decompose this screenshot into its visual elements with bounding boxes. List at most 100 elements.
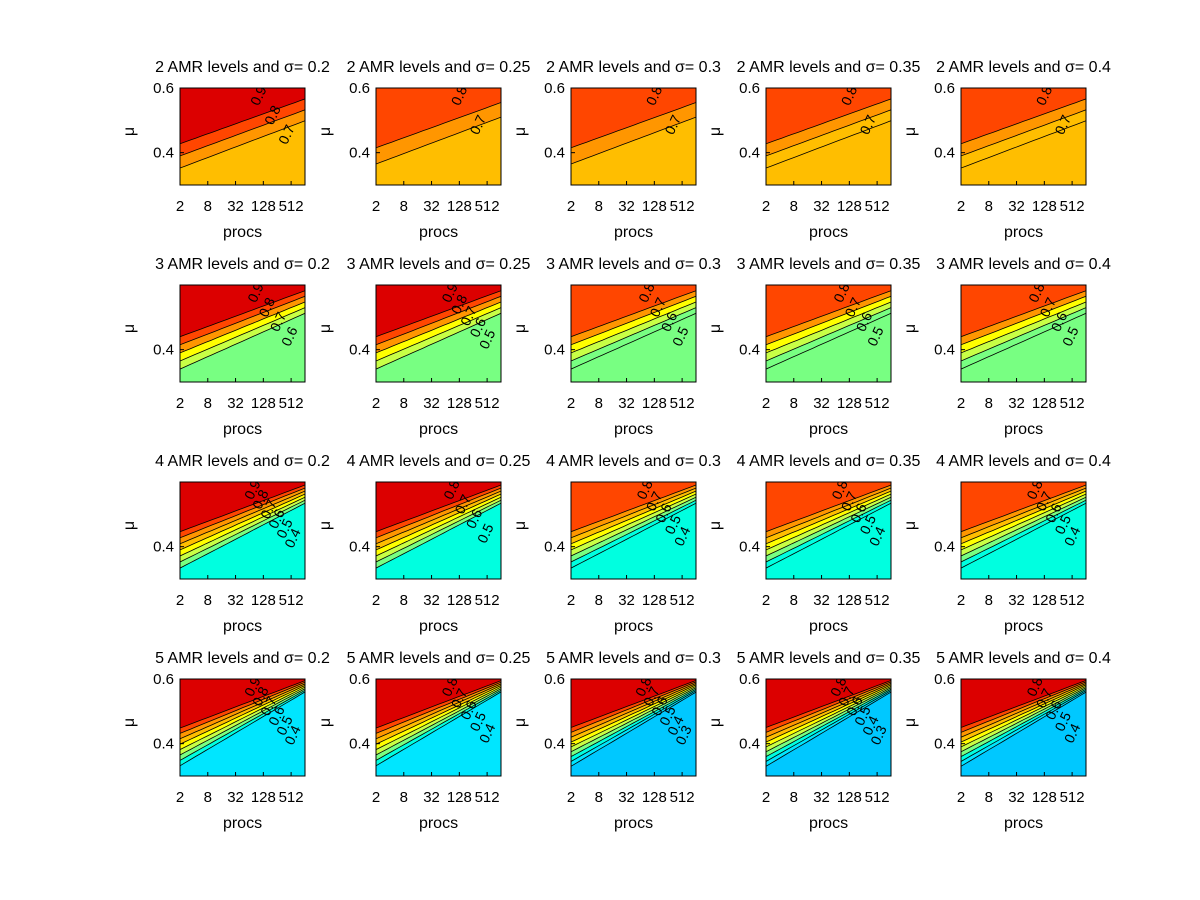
subplot-title: 2 AMR levels and σ= 0.35 <box>737 59 921 76</box>
x-axis-label: procs <box>223 815 262 832</box>
y-tick-label: 0.6 <box>544 671 565 688</box>
contour-band <box>571 503 696 579</box>
y-tick-label: 0.4 <box>739 342 760 359</box>
contour-band <box>961 485 1086 538</box>
contour-label: 0.5 <box>661 512 684 537</box>
contour-band <box>180 109 305 168</box>
contour-line <box>961 312 1086 370</box>
contour-band <box>961 307 1086 370</box>
contour-line <box>961 684 1086 743</box>
contour-line <box>376 290 501 338</box>
contour-line <box>571 496 696 557</box>
x-axis-label: procs <box>614 618 653 635</box>
contour-band <box>376 296 501 353</box>
contour-band <box>961 302 1086 361</box>
contour-line <box>961 496 1086 557</box>
x-tick-label: 8 <box>790 198 798 215</box>
contour-band <box>571 488 696 544</box>
x-tick-label: 8 <box>204 395 212 412</box>
contour-label: 0.8 <box>261 103 284 128</box>
y-tick-label: 0.4 <box>153 539 174 556</box>
axes-frame <box>375 87 502 186</box>
subplot-r1-c4: 0.80.7 2 AMR levels and σ= 0.35 2 8 32 128 512… <box>707 59 920 241</box>
contour-label: 0.7 <box>451 492 474 517</box>
x-tick-label: 2 <box>957 592 965 609</box>
contour-line <box>766 109 891 157</box>
contour-line <box>376 681 501 734</box>
y-tick-label: 0.4 <box>934 145 955 162</box>
contour-band <box>766 692 891 776</box>
x-tick-label: 512 <box>865 198 890 215</box>
contour-field: 0.80.70.60.5 <box>571 285 696 382</box>
contour-line <box>961 98 1086 145</box>
contour-band <box>571 102 696 164</box>
contour-band <box>766 488 891 544</box>
contour-label: 0.6 <box>463 506 486 531</box>
contour-band <box>961 109 1086 168</box>
x-tick-label: 32 <box>1008 395 1025 412</box>
contour-label: 0.7 <box>457 303 480 328</box>
contour-band <box>180 285 305 337</box>
contour-line <box>376 685 501 745</box>
y-tick-label: 0.4 <box>349 342 370 359</box>
x-tick-label: 8 <box>790 592 798 609</box>
x-tick-label: 8 <box>985 592 993 609</box>
x-tick-label: 128 <box>1032 789 1057 806</box>
contour-label: 0.7 <box>640 684 663 709</box>
contour-line <box>961 499 1086 563</box>
contour-band <box>961 88 1086 144</box>
contour-field: 0.90.80.70.60.50.4 <box>180 679 305 776</box>
x-tick-label: 128 <box>251 198 276 215</box>
contour-label: 0.5 <box>656 703 679 728</box>
x-tick-label: 32 <box>423 592 440 609</box>
x-tick-label: 128 <box>1032 198 1057 215</box>
contour-band <box>376 682 501 739</box>
subplot-r3-c1: 0.90.80.70.60.50.4 4 AMR levels and σ= 0.… <box>121 453 330 635</box>
contour-line <box>961 490 1086 545</box>
x-tick-label: 2 <box>567 395 575 412</box>
y-tick-label: 0.4 <box>544 539 565 556</box>
x-tick-label: 8 <box>400 395 408 412</box>
axes-frame <box>179 481 306 580</box>
contour-band <box>766 307 891 370</box>
contour-line <box>571 487 696 539</box>
contour-line <box>961 691 1086 767</box>
y-tick-label: 0.4 <box>544 736 565 753</box>
x-tick-label: 128 <box>837 395 862 412</box>
contour-band <box>376 491 501 550</box>
contour-line <box>571 502 696 569</box>
contour-label: 0.4 <box>281 526 304 551</box>
x-tick-label: 512 <box>279 198 304 215</box>
contour-label: 0.8 <box>448 292 471 317</box>
x-tick-label: 512 <box>865 789 890 806</box>
contour-label: 0.7 <box>1036 295 1059 320</box>
x-tick-label: 2 <box>176 592 184 609</box>
contour-line <box>766 680 891 728</box>
y-axis-label: μ <box>902 718 919 727</box>
contour-band <box>961 500 1086 569</box>
subplot-r2-c2: 0.90.80.70.60.5 3 AMR levels and σ= 0.25 2… <box>317 256 530 438</box>
contour-line <box>766 690 891 762</box>
subplot-r4-c3: 0.80.70.60.50.40.3 5 AMR levels and σ= 0.… <box>512 650 721 832</box>
contour-band <box>180 88 305 144</box>
contour-line <box>180 290 305 338</box>
y-axis-label: μ <box>317 127 334 136</box>
x-tick-label: 8 <box>790 395 798 412</box>
contour-label: 0.6 <box>843 694 866 719</box>
axes-frame <box>765 481 892 580</box>
contour-line <box>180 109 305 157</box>
contour-field: 0.80.70.60.50.4 <box>376 679 501 776</box>
contour-line <box>961 681 1086 733</box>
subplot-title: 3 AMR levels and σ= 0.3 <box>546 256 721 273</box>
x-tick-label: 2 <box>372 198 380 215</box>
subplot-r4-c4: 0.80.70.60.50.40.3 5 AMR levels and σ= 0.… <box>707 650 920 832</box>
contour-line <box>766 691 891 767</box>
contour-band <box>766 88 891 144</box>
contour-label: 0.6 <box>1048 309 1071 334</box>
x-tick-label: 8 <box>985 789 993 806</box>
contour-band <box>571 491 696 550</box>
x-axis-label: procs <box>223 224 262 241</box>
contour-band <box>766 485 891 538</box>
x-tick-label: 8 <box>400 198 408 215</box>
